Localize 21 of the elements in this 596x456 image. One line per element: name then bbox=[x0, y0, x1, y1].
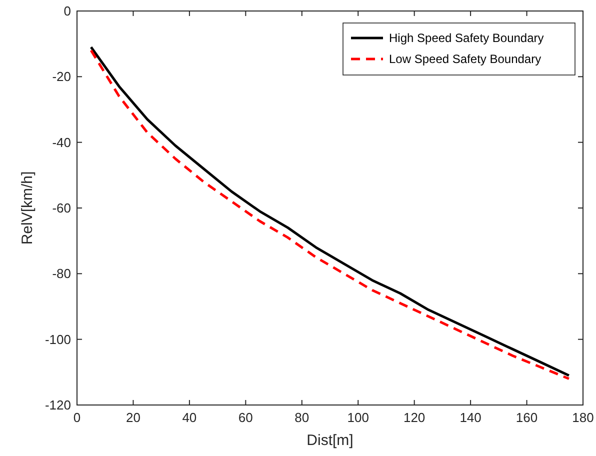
x-tick-label: 160 bbox=[516, 410, 538, 425]
y-tick-label: -40 bbox=[52, 134, 71, 150]
x-axis-title: Dist[m] bbox=[306, 432, 354, 449]
y-tick-label: -120 bbox=[44, 398, 71, 412]
y-tick-label: -60 bbox=[52, 200, 71, 216]
x-tick-label: 180 bbox=[572, 410, 594, 425]
x-tick-label: 40 bbox=[182, 410, 197, 425]
x-tick-label: 140 bbox=[460, 410, 482, 425]
x-tick-label: 60 bbox=[238, 410, 253, 425]
y-tick-label: -80 bbox=[52, 266, 71, 282]
x-tick-label: 120 bbox=[403, 410, 426, 425]
y-tick-label: -100 bbox=[44, 332, 71, 347]
x-tick-label: 0 bbox=[73, 410, 81, 425]
y-tick-label: -20 bbox=[52, 69, 71, 84]
x-tick-label: 80 bbox=[294, 410, 310, 425]
x-tick-label: 100 bbox=[347, 410, 369, 425]
y-tick-label: 0 bbox=[64, 4, 71, 18]
y-axis-title: RelV[km/h] bbox=[19, 171, 36, 245]
x-tick-label: 20 bbox=[126, 410, 140, 425]
legend-label: High Speed Safety Boundary bbox=[389, 31, 544, 45]
legend-label: Low Speed Safety Boundary bbox=[389, 52, 542, 66]
